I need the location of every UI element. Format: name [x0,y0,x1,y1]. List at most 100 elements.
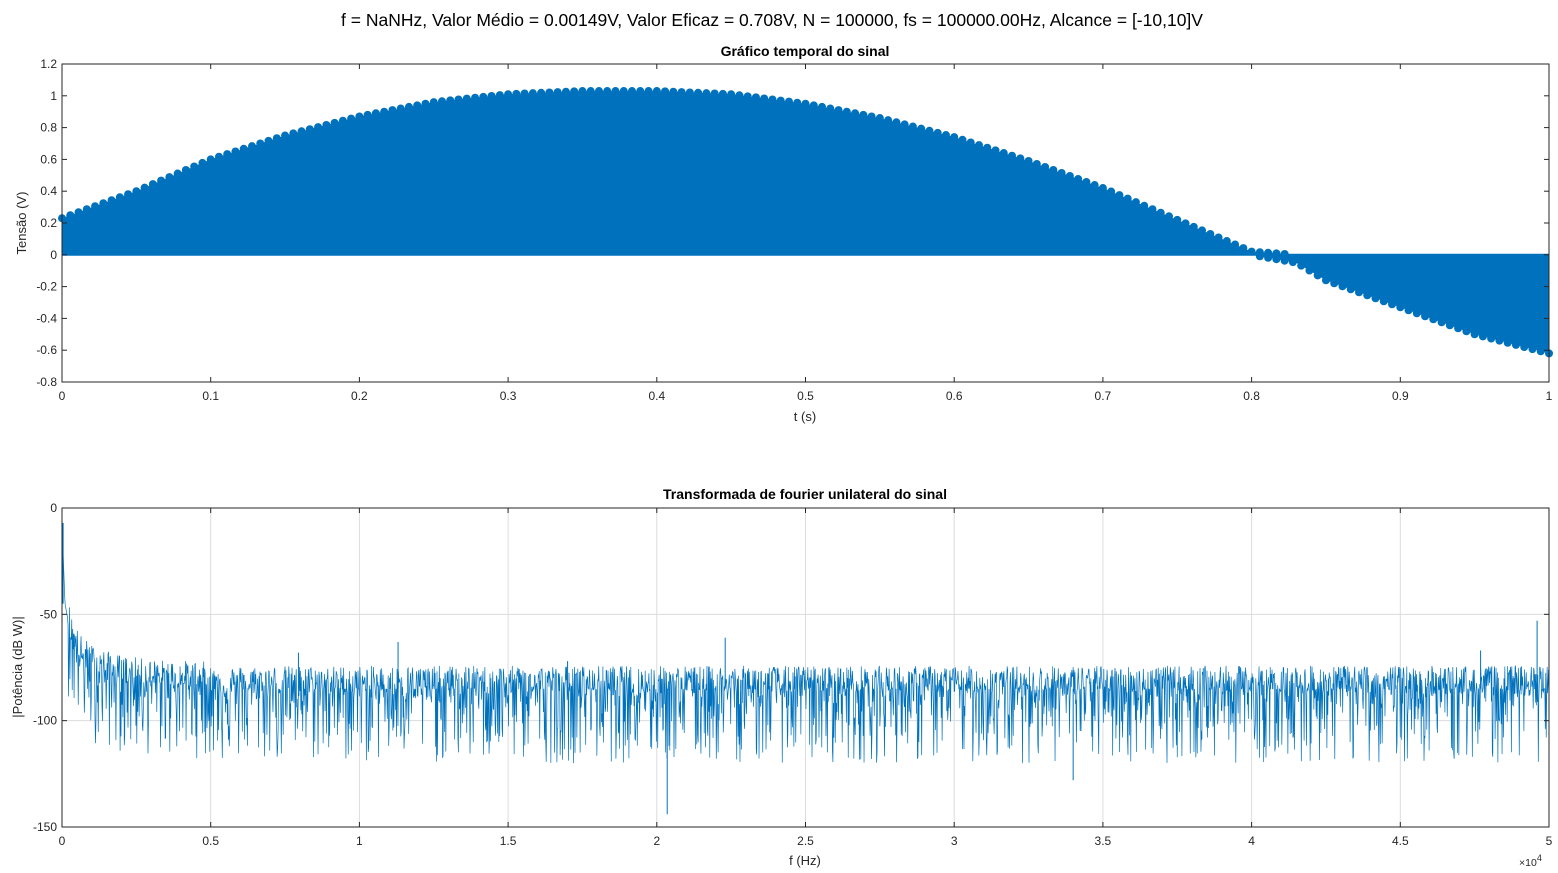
time-plot-marker [314,123,323,132]
time-plot-marker [1016,154,1025,163]
time-plot-x-tick-label: 0.5 [797,389,814,403]
time-plot-marker [504,90,513,99]
time-plot-marker [652,87,661,96]
time-plot-marker [743,92,752,101]
time-plot-x-tick-label: 0.1 [202,389,219,403]
time-plot-marker [305,125,314,134]
spectrum-plot-title: Transformada de fourier unilateral do si… [663,486,947,502]
time-plot-marker [1528,345,1537,354]
time-plot-marker [900,120,909,129]
time-plot-marker [917,124,926,133]
time-plot-marker [355,112,364,121]
spectrum-plot-x-tick-label: 2.5 [797,834,814,848]
time-plot-marker [421,99,430,108]
time-plot-marker [454,95,463,104]
time-plot-marker [941,131,950,140]
time-plot-marker [479,92,488,101]
time-plot-marker [710,89,719,98]
time-plot-x-ticks: 0 0.1 0.2 0.3 0.4 0.5 0.6 0.7 0.8 0.9 1 [59,64,1553,403]
time-plot-marker [297,127,306,136]
time-plot-marker [1140,201,1149,210]
spectrum-plot-x-tick-label: 4.5 [1392,834,1409,848]
spectrum-plot-series-line [61,522,1550,764]
time-plot-marker [694,88,703,97]
time-plot-marker [884,116,893,125]
time-plot-marker [1214,233,1223,242]
time-plot-y-tick-label: 0 [50,248,57,262]
time-plot-marker [1330,279,1339,288]
time-plot-marker [1495,336,1504,345]
time-plot-marker [966,138,975,147]
time-plot-marker [115,193,124,202]
time-plot-marker [1255,252,1264,261]
time-plot-marker [793,98,802,107]
time-plot-marker [1090,181,1099,190]
time-plot-marker [1346,285,1355,294]
time-plot-marker [1057,169,1066,177]
time-plot-marker [107,196,116,205]
spectrum-plot-x-tick-label: 0.5 [202,834,219,848]
time-plot-marker [404,102,413,111]
time-plot-marker [165,173,174,182]
time-plot-marker [867,112,876,121]
time-plot-marker [1247,247,1256,256]
time-plot-marker [148,180,157,189]
time-plot-marker [553,88,562,97]
time-plot-marker [1404,306,1413,315]
time-plot-marker [1032,159,1041,168]
time-plot-marker [702,89,711,98]
time-plot-marker [371,109,380,118]
time-plot-marker [768,95,777,104]
time-plot-marker [528,89,537,98]
time-plot-marker [1008,151,1017,160]
time-plot-marker [1181,219,1190,228]
spectrum-plot-x-tick-label: 0 [59,834,66,848]
time-plot-marker [537,88,546,97]
time-plot-y-tick-label: -0.4 [36,311,57,325]
time-plot-marker [1115,191,1124,200]
time-plot-marker [677,88,686,97]
time-plot-marker [586,87,595,96]
time-plot-marker [446,96,455,105]
time-plot-y-tick-label: -0.2 [36,280,57,294]
time-plot-marker [1082,178,1091,187]
time-plot-marker [1429,315,1438,324]
spectrum-plot-y-tick-label: -50 [40,607,58,621]
time-plot-marker [181,166,190,174]
time-plot-marker [1462,327,1471,336]
time-plot-marker [1272,255,1281,264]
time-plot-marker [91,202,100,211]
time-plot-marker [818,102,827,111]
spectrum-plot-x-tick-label: 1.5 [500,834,517,848]
time-plot-marker [1470,330,1479,339]
time-plot-marker [1396,303,1405,312]
spectrum-plot-y-tick-label: 0 [50,501,57,515]
time-plot-marker [1074,175,1083,184]
time-plot-marker [124,190,133,199]
time-plot-marker [1239,244,1248,253]
time-plot-y-tick-label: 0.4 [40,184,57,198]
figure-suptitle: f = NaNHz, Valor Médio = 0.00149V, Valor… [341,10,1203,30]
time-plot-marker [958,135,967,144]
time-plot-marker [636,87,645,96]
time-plot-y-tick-label: -0.6 [36,343,57,357]
time-plot-marker [1388,300,1397,309]
spectrum-plot-y-tick-label: -150 [33,820,57,834]
time-plot-marker [1371,294,1380,303]
time-plot-y-tick-label: -0.8 [36,375,57,389]
time-plot: 0 0.1 0.2 0.3 0.4 0.5 0.6 0.7 0.8 0.9 1 -0.8-0.6-0… [14,43,1553,424]
spectrum-plot-spikes [62,522,1538,815]
time-plot-marker [1156,208,1165,217]
time-plot-marker [1363,291,1372,300]
time-plot-marker [1421,312,1430,321]
time-plot-x-tick-label: 0.6 [946,389,963,403]
time-plot-y-tick-label: 0.2 [40,216,57,230]
time-plot-marker [784,97,793,106]
time-plot-marker [429,98,438,107]
time-plot-marker [1454,324,1463,333]
time-plot-marker [66,211,75,220]
time-plot-marker [1189,222,1198,231]
time-plot-marker [892,118,901,127]
time-plot-marker [801,99,810,108]
time-plot-marker [908,122,917,131]
